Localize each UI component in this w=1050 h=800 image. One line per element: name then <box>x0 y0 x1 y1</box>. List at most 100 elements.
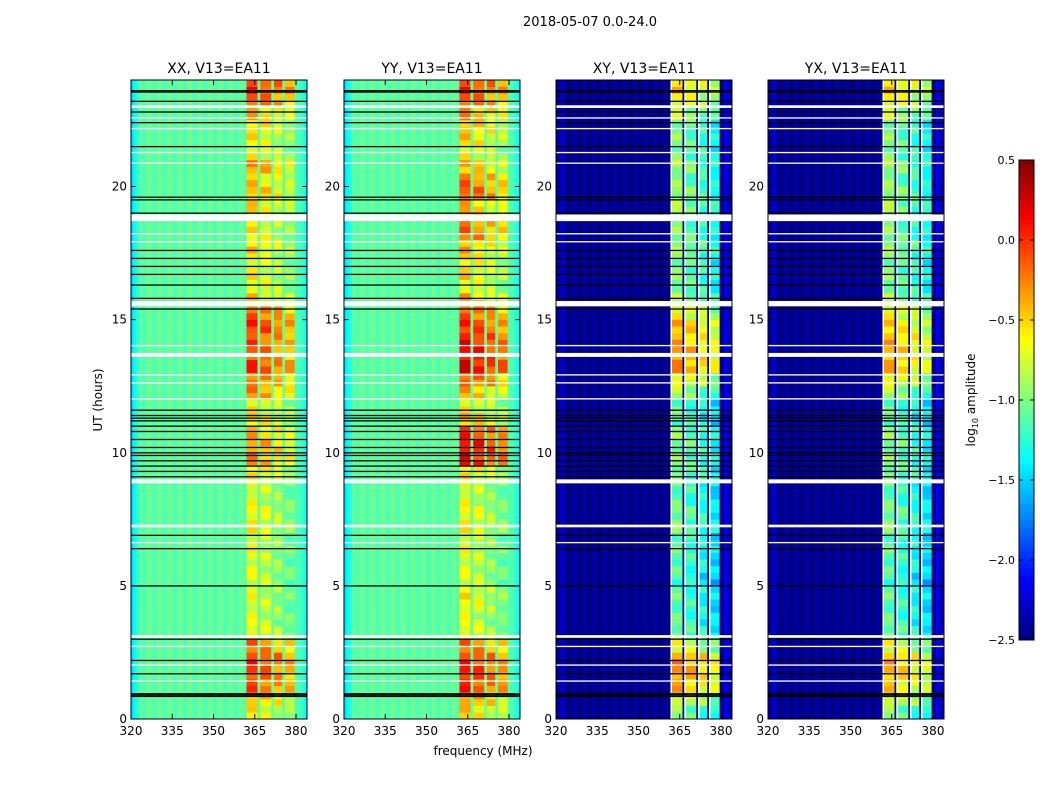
heatmap-cell <box>883 512 895 520</box>
heatmap-cell <box>685 619 697 627</box>
heatmap-cell <box>922 619 932 627</box>
y-tick-label: 15 <box>112 313 127 327</box>
flagged-row-white <box>556 524 732 528</box>
heatmap-cell <box>285 645 295 653</box>
heatmap-cell <box>911 446 920 454</box>
colorbar-segment <box>1019 524 1034 529</box>
flagged-row-black <box>344 122 520 124</box>
colorbar-segment <box>1019 580 1034 585</box>
heatmap-cell <box>260 439 272 447</box>
flagged-row-black <box>768 454 944 457</box>
heatmap-cell <box>274 545 283 553</box>
heatmap-cell <box>274 506 283 513</box>
heatmap-cell <box>710 319 720 327</box>
heatmap-cell <box>685 253 697 261</box>
heatmap-cell <box>473 113 485 121</box>
flagged-row-black <box>344 694 520 696</box>
heatmap-cell <box>699 392 708 400</box>
colorbar-segment <box>1019 544 1034 549</box>
heatmap-cell <box>883 239 895 247</box>
heatmap-cell <box>473 619 485 627</box>
heatmap-cell <box>285 293 295 300</box>
heatmap-cell <box>897 532 909 540</box>
flagged-row-white <box>131 479 307 484</box>
heatmap-cell <box>260 139 272 147</box>
heatmap-cell <box>459 559 471 567</box>
heatmap-cell <box>922 525 932 533</box>
plot-frame <box>343 79 521 720</box>
heatmap-cell <box>922 153 932 161</box>
heatmap-cell <box>246 286 258 294</box>
heatmap-cell <box>897 565 909 573</box>
heatmap-cell <box>699 592 708 600</box>
heatmap-cell <box>685 645 697 653</box>
flagged-row-black <box>768 585 944 587</box>
heatmap-cell <box>883 705 895 713</box>
heatmap-cell <box>473 579 485 587</box>
flagged-row-black <box>131 145 307 148</box>
x-tick-label: 380 <box>498 724 521 738</box>
heatmap-cell <box>710 459 720 467</box>
flagged-row-black <box>131 585 307 587</box>
colorbar-segment <box>1019 280 1034 285</box>
colorbar-segment <box>1019 240 1034 245</box>
heatmap-cell <box>473 293 485 300</box>
heatmap-cell <box>685 273 697 280</box>
heatmap-cell <box>285 153 295 161</box>
heatmap-cell <box>274 179 283 187</box>
heatmap-cell <box>285 399 295 407</box>
heatmap-cell <box>459 552 471 560</box>
heatmap-cell <box>274 592 283 600</box>
flagged-row-white <box>556 382 732 384</box>
heatmap-cell <box>883 273 895 280</box>
heatmap-cell <box>699 126 708 134</box>
flagged-row-white <box>768 344 944 347</box>
heatmap-cell <box>710 559 720 567</box>
colorbar-segment <box>1019 528 1034 533</box>
heatmap-cell <box>487 139 496 147</box>
flagged-row-black <box>131 460 307 462</box>
flagged-row-white <box>131 635 307 638</box>
heatmap-cell <box>699 326 708 334</box>
heatmap-cell <box>699 339 708 347</box>
heatmap-cell <box>473 146 485 154</box>
flagged-row-black <box>768 196 944 198</box>
heatmap-cell <box>459 532 471 540</box>
heatmap-cell <box>883 173 895 181</box>
heatmap-cell <box>699 412 708 420</box>
heatmap-cell <box>897 599 909 607</box>
y-tick-label: 20 <box>325 180 340 194</box>
heatmap-cell <box>897 625 909 633</box>
heatmap-cell <box>911 99 920 107</box>
heatmap-cell <box>699 499 708 507</box>
heatmap-cell <box>922 339 932 347</box>
heatmap-cell <box>498 412 508 420</box>
heatmap-cell <box>897 179 909 187</box>
flagged-row-white <box>131 352 307 357</box>
flagged-row-black <box>556 111 732 113</box>
flagged-row-black <box>556 420 732 422</box>
heatmap-cell <box>922 346 932 354</box>
heatmap-cell <box>699 705 708 713</box>
heatmap-cell <box>274 119 283 127</box>
heatmap-cell <box>922 545 932 553</box>
heatmap-cell <box>473 199 485 207</box>
heatmap-cell <box>685 699 697 706</box>
heatmap-cell <box>922 432 932 440</box>
flagged-row-black <box>556 409 732 411</box>
heatmap-cell <box>897 206 909 214</box>
flagged-row-white <box>344 374 520 376</box>
flagged-row-black <box>768 90 944 92</box>
heatmap-cell <box>897 559 909 567</box>
heatmap-cell <box>671 532 683 540</box>
heatmap-cell <box>922 466 932 474</box>
flagged-row-black <box>768 111 944 113</box>
heatmap-cell <box>285 685 295 693</box>
flagged-row-black <box>556 460 732 462</box>
heatmap-cell <box>710 659 720 667</box>
heatmap-cell <box>498 679 508 687</box>
heatmap-cell <box>459 166 471 174</box>
heatmap-cell <box>246 645 258 653</box>
heatmap-cell <box>671 259 683 267</box>
heatmap-cell <box>274 459 283 467</box>
